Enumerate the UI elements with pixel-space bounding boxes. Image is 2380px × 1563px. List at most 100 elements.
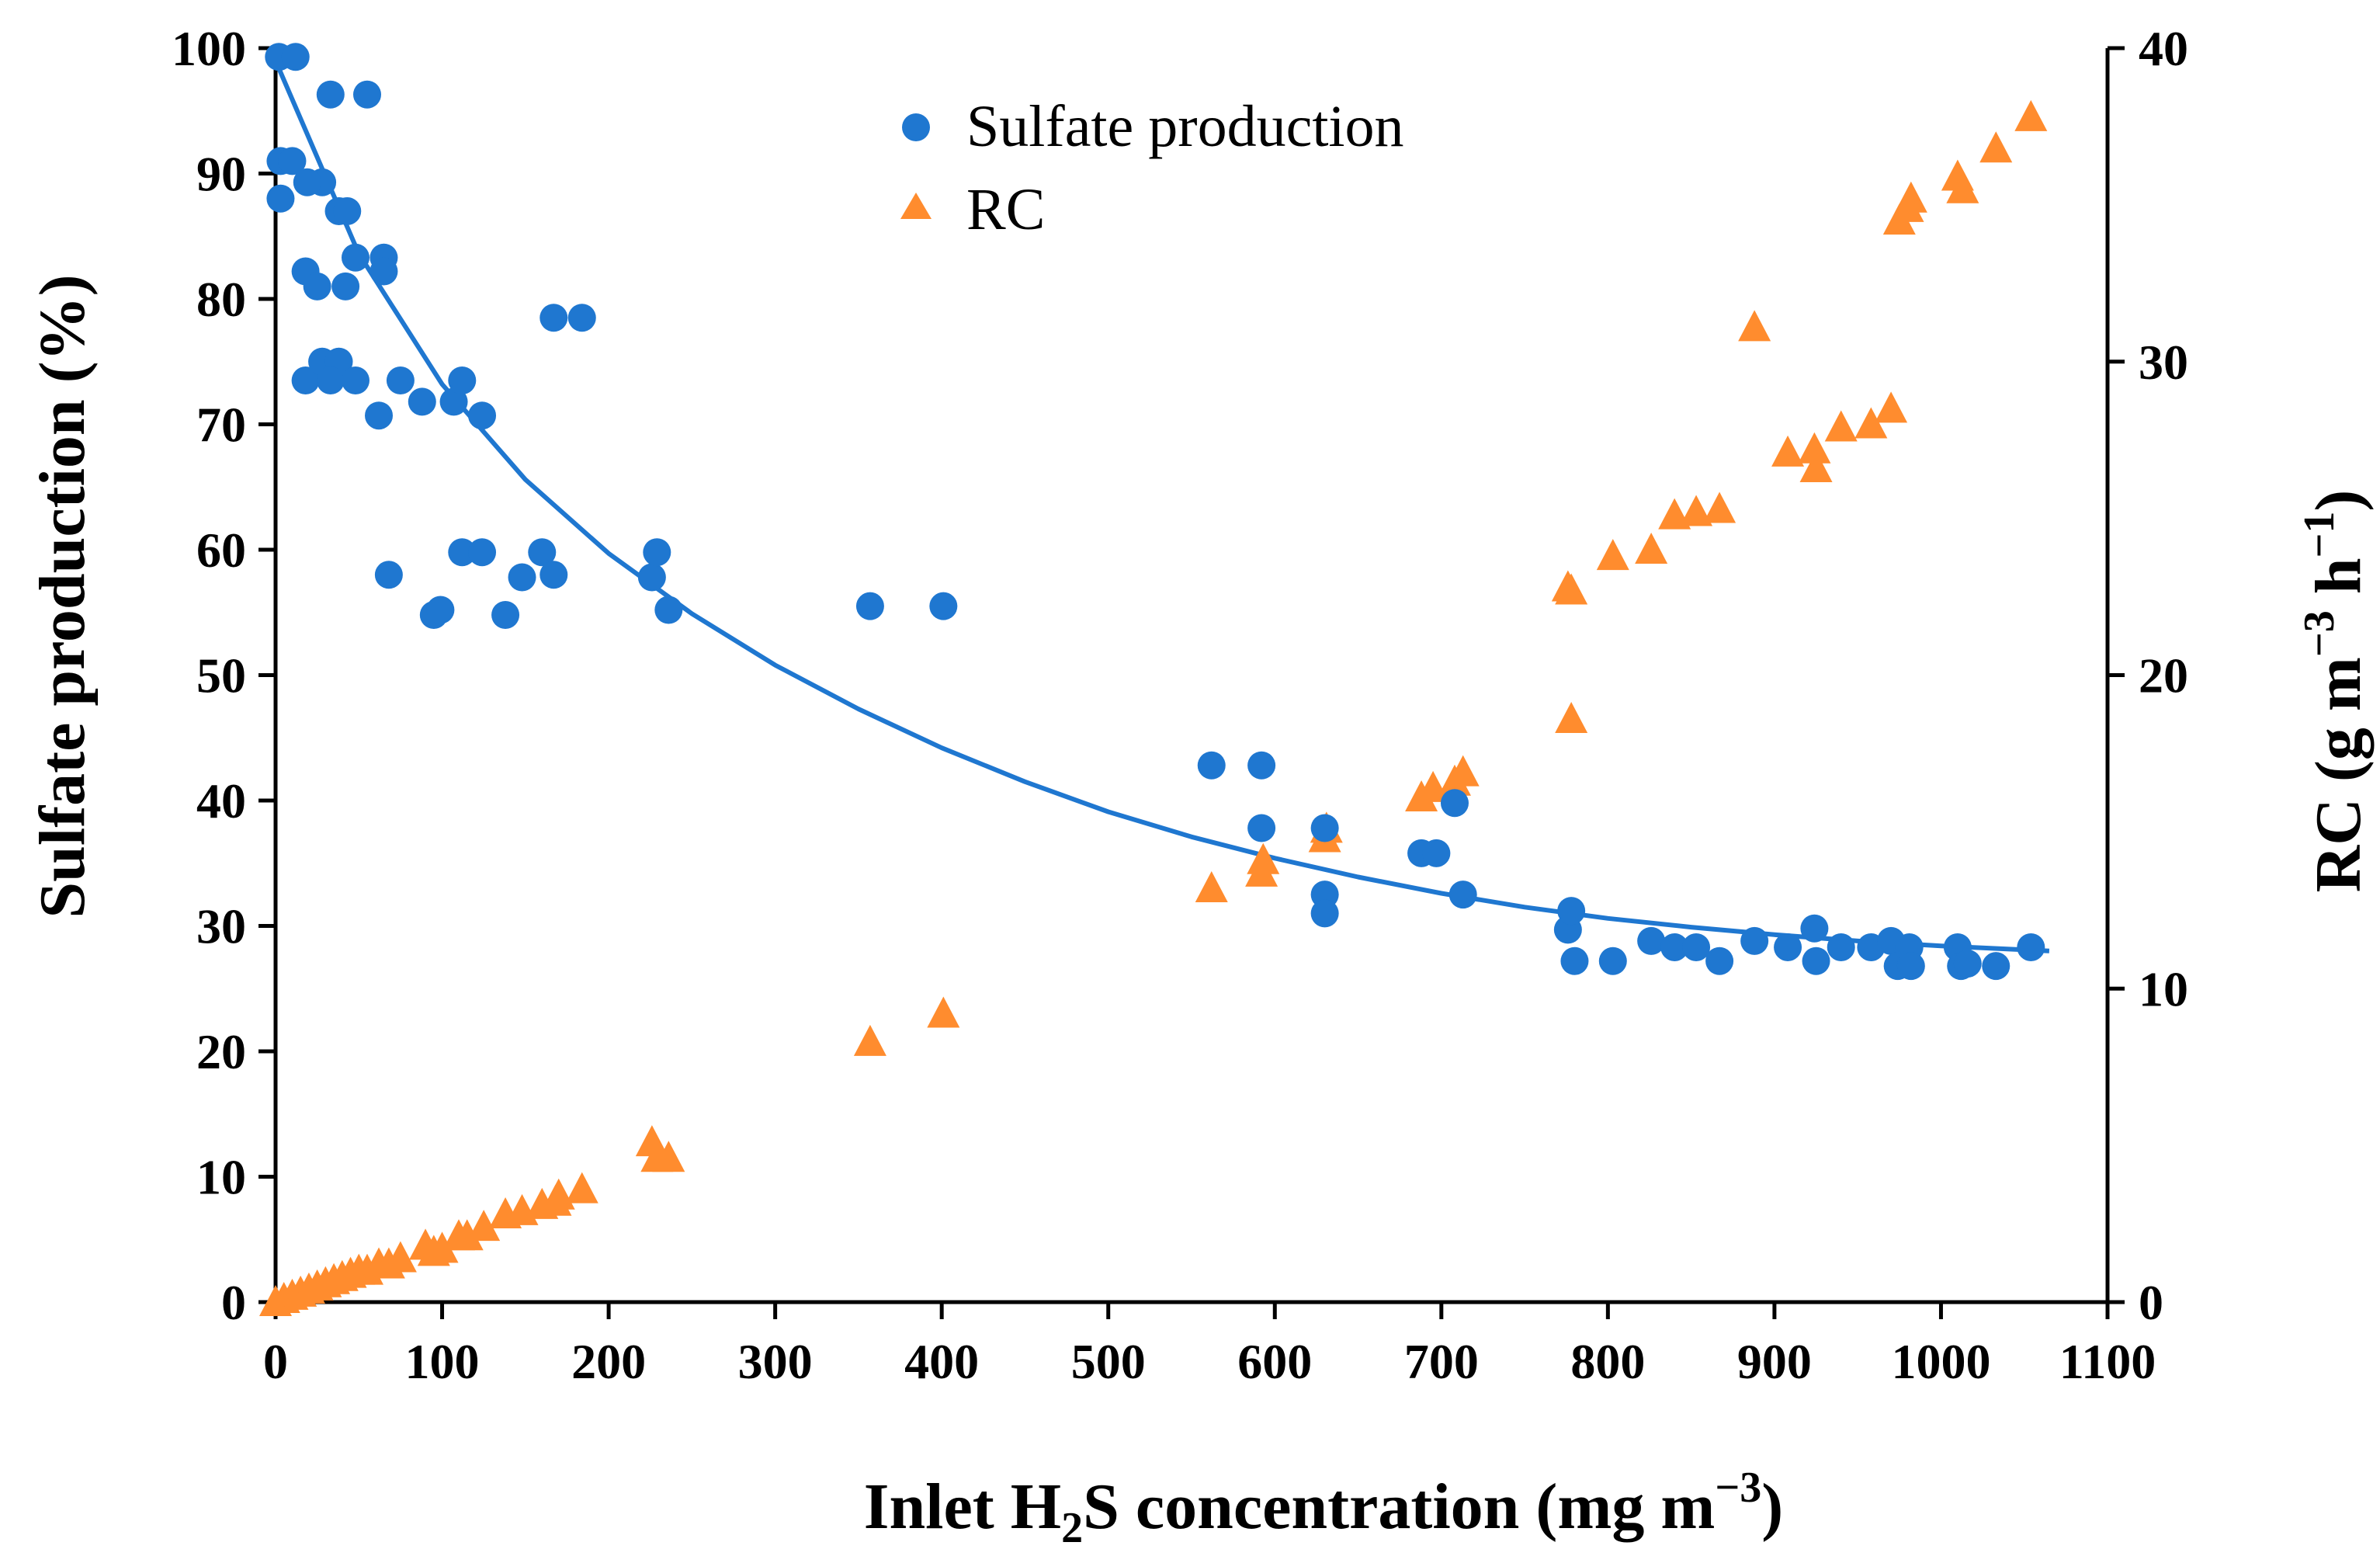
sulfate-point — [1774, 933, 1802, 961]
y-tick-label: 70 — [196, 398, 246, 453]
y-tick-label: 100 — [172, 21, 246, 76]
sulfate-point — [654, 596, 683, 624]
sulfate-point — [369, 257, 398, 286]
rc-point — [1799, 451, 1833, 483]
sulfate-point — [2017, 933, 2045, 961]
sulfate-point — [468, 538, 497, 567]
legend-sulfate-label: Sulfate production — [966, 94, 1404, 159]
y2-axis-title: RC (g m−3 h−1) — [2295, 490, 2375, 893]
y2-tick-label: 20 — [2139, 648, 2188, 703]
sulfate-point — [637, 563, 666, 592]
rc-point — [1824, 410, 1858, 442]
sulfate-point — [539, 561, 568, 589]
sulfate-point — [1557, 897, 1586, 926]
rc-point — [542, 1178, 575, 1210]
sulfate-point — [1448, 880, 1477, 909]
rc-point — [383, 1241, 417, 1273]
sulfate-point — [331, 272, 360, 300]
sulfate-point — [1896, 952, 1925, 981]
sulfate-point — [1247, 814, 1276, 842]
y2-tick-label: 30 — [2139, 335, 2188, 390]
rc-point — [652, 1141, 685, 1172]
sulfate-point — [567, 304, 596, 332]
sulfate-point — [266, 184, 295, 213]
x-tick-label: 400 — [904, 1334, 979, 1389]
sulfate-point — [1802, 946, 1830, 975]
rc-point — [1875, 391, 1908, 423]
rc-point — [927, 996, 960, 1028]
rc-point — [1946, 172, 1979, 203]
sulfate-series-group — [265, 43, 2045, 981]
rc-point — [1596, 539, 1629, 571]
rc-point — [1738, 310, 1771, 342]
rc-point — [1771, 435, 1805, 467]
x-tick-label: 200 — [571, 1334, 646, 1389]
sulfate-point — [448, 366, 477, 394]
y-tick-label: 80 — [196, 272, 246, 327]
sulfate-point — [353, 80, 381, 109]
sulfate-point — [1827, 933, 1855, 961]
sulfate-point — [1953, 949, 1982, 978]
sulfate-point — [408, 387, 436, 416]
x-tick-label: 1000 — [1891, 1334, 1990, 1389]
rc-point — [1680, 495, 1713, 526]
x-tick-label: 900 — [1737, 1334, 1812, 1389]
y-tick-label: 50 — [196, 648, 246, 703]
sulfate-point — [1637, 926, 1666, 955]
x-tick-label: 1100 — [2059, 1334, 2156, 1389]
sulfate-point — [426, 596, 455, 624]
y-tick-label: 30 — [196, 899, 246, 954]
legend: Sulfate production RC — [900, 94, 1404, 242]
sulfate-point — [341, 366, 369, 394]
sulfate-point — [278, 147, 307, 175]
rc-point — [1894, 181, 1927, 213]
sulfate-point — [1422, 839, 1451, 867]
rc-point — [565, 1172, 598, 1204]
sulfate-point — [439, 387, 468, 416]
y-tick-label: 60 — [196, 523, 246, 578]
legend-rc-marker — [900, 193, 932, 219]
legend-rc-label: RC — [966, 177, 1045, 242]
rc-point — [1854, 407, 1888, 439]
sulfate-trendline — [273, 60, 2050, 953]
sulfate-point — [316, 80, 345, 109]
sulfate-point — [929, 592, 958, 620]
sulfate-point — [1560, 946, 1589, 975]
sulfate-point — [1982, 952, 2011, 981]
sulfate-point — [508, 563, 536, 592]
sulfate-point — [1705, 946, 1734, 975]
sulfate-point — [468, 401, 497, 430]
rc-point — [1446, 755, 1480, 787]
trendline-group — [273, 60, 2050, 953]
x-tick-label: 300 — [738, 1334, 813, 1389]
sulfate-point — [491, 600, 520, 629]
sulfate-point — [1682, 933, 1711, 961]
rc-point — [450, 1219, 484, 1251]
legend-sulfate-marker — [902, 113, 930, 141]
rc-point — [1195, 871, 1228, 903]
sulfate-point — [1247, 751, 1276, 780]
sulfate-point — [1740, 926, 1769, 955]
rc-point — [1979, 131, 2013, 163]
sulfate-point — [1310, 899, 1339, 928]
sulfate-point — [293, 168, 321, 196]
rc-point — [1555, 702, 1588, 734]
sulfate-point — [528, 538, 557, 567]
y2-tick-label: 40 — [2139, 21, 2188, 76]
sulfate-point — [341, 243, 369, 272]
sulfate-point — [281, 43, 310, 71]
tick-labels-group: 0 100 200 300 400 500 600 700 800 900 1000 11000102… — [172, 21, 2188, 1389]
rc-point — [1555, 573, 1588, 605]
y2-tick-label: 10 — [2139, 961, 2188, 1016]
rc-point — [425, 1231, 459, 1263]
sulfate-point — [1660, 933, 1689, 961]
y-tick-label: 20 — [196, 1024, 246, 1079]
rc-point — [467, 1210, 501, 1242]
y-axis-title: Sulfate production (%) — [26, 274, 99, 918]
sulfate-point — [855, 592, 884, 620]
sulfate-point — [539, 304, 568, 332]
sulfate-point — [1598, 946, 1627, 975]
x-axis-title: Inlet H2S concentration (mg m−3) — [864, 1464, 1783, 1552]
axes-group — [258, 46, 2125, 1319]
